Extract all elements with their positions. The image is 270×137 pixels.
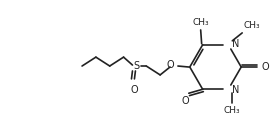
Text: O: O (131, 85, 138, 95)
Text: CH₃: CH₃ (243, 21, 260, 30)
Text: S: S (133, 61, 140, 71)
Text: O: O (262, 62, 269, 72)
Text: O: O (181, 96, 189, 106)
Text: CH₃: CH₃ (192, 18, 209, 27)
Text: N: N (232, 39, 239, 49)
Text: O: O (166, 60, 174, 70)
Text: N: N (232, 85, 239, 95)
Text: CH₃: CH₃ (224, 106, 241, 115)
